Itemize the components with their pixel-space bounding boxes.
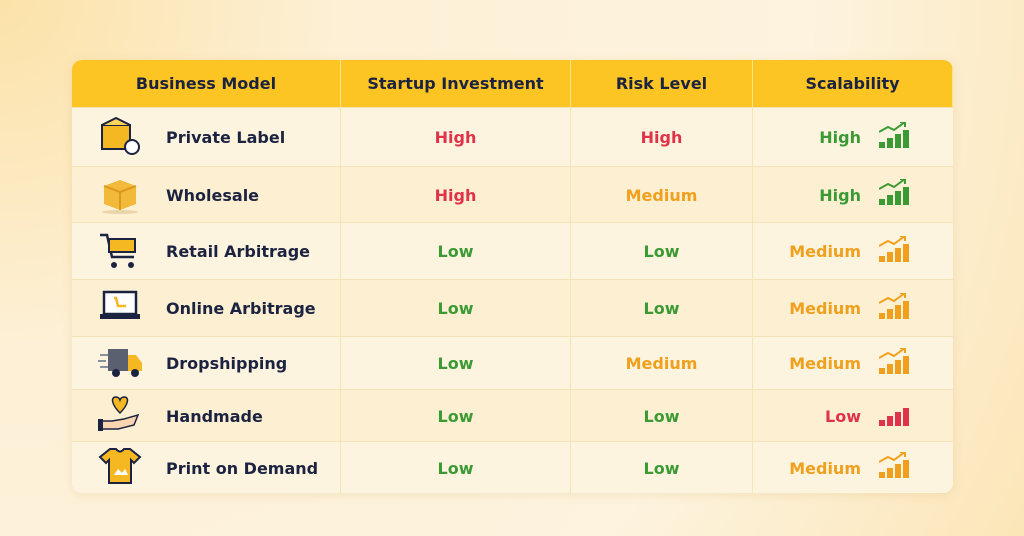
risk-cell: Low: [571, 223, 753, 280]
header-cell: Business Model: [72, 60, 341, 107]
risk-level: Low: [643, 299, 680, 318]
model-name: Online Arbitrage: [166, 299, 316, 318]
scalability-cell: Low: [753, 390, 953, 442]
model-cell: Dropshipping: [72, 337, 341, 390]
scalability-cell: High: [753, 167, 953, 223]
scalability-icon: [878, 234, 909, 268]
model-cell: Wholesale: [72, 167, 341, 223]
scalability-cell: Medium: [753, 442, 953, 493]
risk-level: Low: [643, 242, 680, 261]
investment-level: Low: [437, 406, 474, 426]
investment-level: Low: [437, 299, 474, 318]
table-row: Private Label High High High: [72, 107, 953, 167]
risk-cell: Medium: [571, 337, 753, 390]
risk-level: High: [640, 128, 683, 147]
investment-level: Low: [437, 354, 474, 373]
risk-level: Medium: [625, 185, 698, 205]
scalability-icon: [878, 291, 909, 325]
scalability-cell: Medium: [753, 337, 953, 390]
scalability-bars: [878, 234, 909, 262]
model-name: Dropshipping: [166, 354, 288, 373]
icon: [98, 448, 142, 484]
table-row: Print on Demand Low Low Medium: [72, 441, 953, 493]
icon: [100, 290, 140, 319]
risk-cell: Low: [571, 280, 753, 337]
scalability-cell: High: [753, 108, 953, 167]
investment-level: High: [434, 185, 477, 205]
scalability-cell: Medium: [753, 223, 953, 280]
investment-cell: High: [341, 108, 571, 167]
model-icon: [98, 393, 144, 439]
model-name: Retail Arbitrage: [166, 242, 311, 261]
scalability-level: Medium: [789, 458, 861, 478]
scalability-icon: [878, 346, 909, 380]
investment-cell: High: [341, 167, 571, 223]
model-icon: [98, 229, 144, 275]
investment-level: Low: [437, 458, 474, 478]
model-name: Print on Demand: [166, 458, 319, 478]
model-cell: Online Arbitrage: [72, 280, 341, 337]
model-name: Handmade: [166, 406, 263, 426]
risk-level: Low: [643, 406, 680, 426]
model-icon: [98, 115, 144, 161]
scalability-level: Low: [825, 406, 861, 426]
model-icon: [98, 341, 144, 387]
table-row: Handmade Low Low Low: [72, 389, 953, 442]
investment-cell: Low: [341, 223, 571, 280]
icon: [98, 348, 142, 377]
scalability-bars: [878, 120, 909, 148]
investment-cell: Low: [341, 442, 571, 493]
risk-cell: Low: [571, 390, 753, 442]
model-name: Private Label: [166, 128, 286, 147]
scalability-icon: [878, 451, 909, 484]
investment-cell: Low: [341, 337, 571, 390]
scalability-level: Medium: [789, 354, 861, 373]
model-cell: Print on Demand: [72, 442, 341, 493]
icon: [98, 396, 140, 431]
scalability-level: Medium: [789, 242, 861, 261]
table-row: Retail Arbitrage Low Low Medium: [72, 222, 953, 280]
model-icon: [98, 172, 144, 218]
risk-cell: Medium: [571, 167, 753, 223]
header-cell: Risk Level: [571, 60, 753, 107]
header-row: Business Model Startup Investment Risk L…: [72, 60, 953, 107]
icon: [102, 180, 138, 214]
table-row: Dropshipping Low Medium Medium: [72, 336, 953, 390]
table-row: Online Arbitrage Low Low Medium: [72, 279, 953, 337]
header-cell: Startup Investment: [341, 60, 571, 107]
scalability-icon: [879, 400, 909, 432]
icon: [101, 116, 140, 155]
model-cell: Private Label: [72, 108, 341, 167]
scalability-bars: [878, 178, 909, 205]
investment-level: Low: [437, 242, 474, 261]
risk-cell: Low: [571, 442, 753, 493]
scalability-icon: [878, 178, 909, 211]
icon: [100, 233, 136, 268]
scalability-cell: Medium: [753, 280, 953, 337]
scalability-level: High: [819, 128, 861, 147]
investment-cell: Low: [341, 280, 571, 337]
investment-cell: Low: [341, 390, 571, 442]
scalability-bars: [878, 346, 909, 374]
investment-level: High: [434, 128, 477, 147]
risk-level: Low: [643, 458, 680, 478]
model-icon: [98, 445, 144, 491]
table: Business Model Startup Investment Risk L…: [72, 60, 953, 493]
risk-level: Medium: [625, 354, 698, 373]
model-cell: Handmade: [72, 390, 341, 442]
model-icon: [98, 286, 144, 332]
model-name: Wholesale: [166, 185, 260, 205]
risk-cell: High: [571, 108, 753, 167]
scalability-bars: [879, 408, 909, 426]
model-cell: Retail Arbitrage: [72, 223, 341, 280]
scalability-bars: [878, 451, 909, 478]
table-row: Wholesale High Medium High: [72, 166, 953, 223]
header-cell: Scalability: [753, 60, 953, 107]
scalability-level: Medium: [789, 299, 861, 318]
scalability-bars: [878, 291, 909, 319]
scalability-level: High: [819, 185, 861, 205]
scalability-icon: [878, 120, 909, 154]
